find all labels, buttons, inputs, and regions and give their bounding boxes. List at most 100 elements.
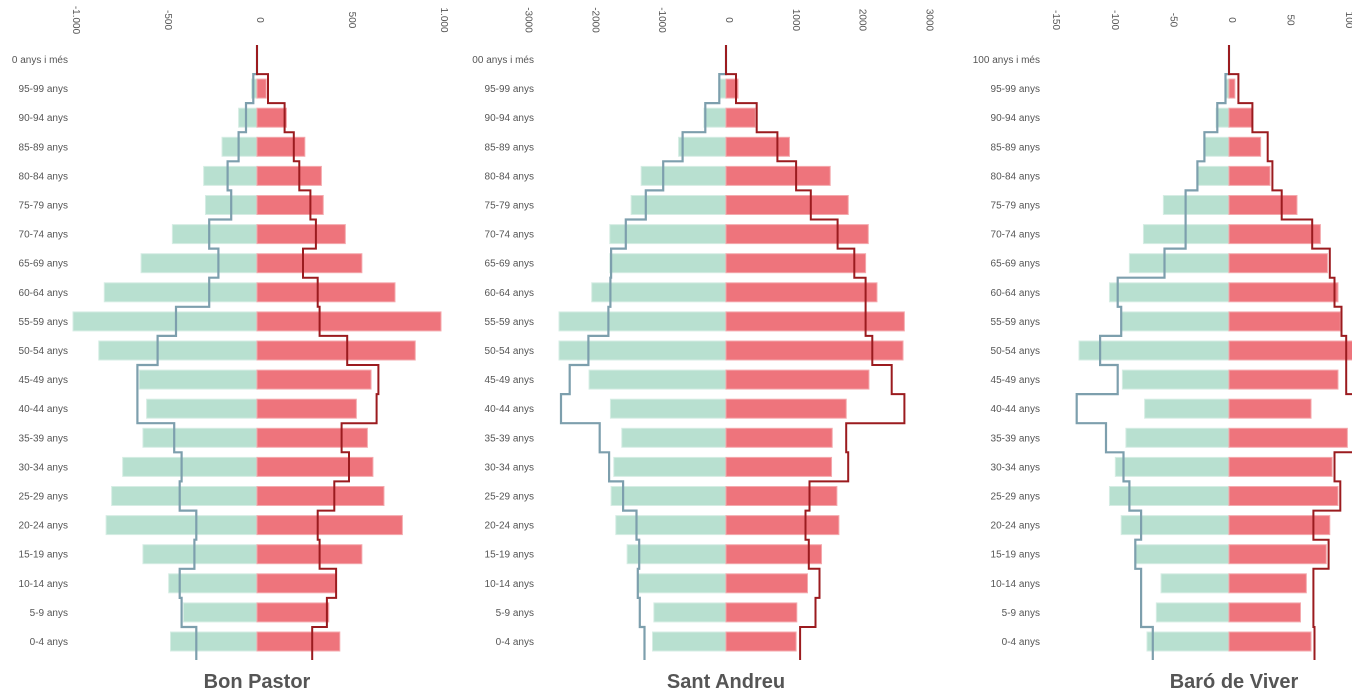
x-tick-label: -1000 <box>656 7 667 33</box>
age-group-label: 90-94 anys <box>19 113 68 124</box>
male-bar <box>1146 631 1230 652</box>
age-group-label: 35-39 anys <box>991 433 1040 444</box>
female-bar <box>725 311 905 332</box>
female-bar <box>725 456 833 477</box>
pyramid-baro-de-viver: -150 -100 -50 0 50 100 0-4 anys 5-9 anys 10-14 a… <box>973 10 1352 693</box>
female-bar <box>256 398 357 419</box>
male-bar <box>72 311 258 332</box>
age-group-label: 95-99 anys <box>485 84 534 95</box>
age-group-label: 0-4 anys <box>30 637 68 648</box>
female-bar <box>725 340 904 361</box>
female-bar <box>256 631 341 652</box>
age-group-label: 35-39 anys <box>19 433 68 444</box>
male-bar <box>1196 165 1230 186</box>
female-bar <box>725 224 869 245</box>
chart-title: Baró de Viver <box>1170 671 1299 693</box>
age-group-label: 5-9 anys <box>30 608 68 619</box>
age-group-label: 85-89 anys <box>991 142 1040 153</box>
male-bar <box>652 631 727 652</box>
age-group-label: 25-29 anys <box>485 492 534 503</box>
male-bar <box>1108 282 1230 303</box>
age-group-label: 10-14 anys <box>485 579 534 590</box>
male-bar <box>142 427 258 448</box>
female-reference-line <box>1228 45 1352 660</box>
age-group-label: 30-34 anys <box>19 462 68 473</box>
age-group-label: 80-84 anys <box>991 171 1040 182</box>
age-group-label: 25-29 anys <box>19 492 68 503</box>
x-tick-label: 2000 <box>857 9 868 32</box>
age-group-label: 70-74 anys <box>991 230 1040 241</box>
female-bar <box>256 456 374 477</box>
male-bar <box>609 253 727 274</box>
age-group-label: 50-54 anys <box>19 346 68 357</box>
female-bar <box>256 253 363 274</box>
age-group-label: 45-49 anys <box>485 375 534 386</box>
age-group-label: 25-29 anys <box>991 492 1040 503</box>
female-bar <box>256 486 385 506</box>
female-bar <box>725 631 797 652</box>
male-bar <box>588 369 727 390</box>
female-bar <box>256 224 346 245</box>
x-tick-label: 100 <box>1343 12 1352 29</box>
age-group-label: 35-39 anys <box>485 433 534 444</box>
age-group-label: 10-14 anys <box>19 579 68 590</box>
female-bar <box>256 340 416 361</box>
female-bar <box>725 515 840 536</box>
female-bar <box>725 282 878 303</box>
female-bar <box>1228 224 1321 245</box>
age-group-label: 75-79 anys <box>485 201 534 212</box>
female-bar <box>1228 515 1331 536</box>
female-bar <box>1228 486 1339 506</box>
male-bar <box>610 486 727 506</box>
x-tick-label: 0 <box>723 17 734 23</box>
female-bar <box>725 486 838 506</box>
male-bar <box>98 340 258 361</box>
age-group-label: 20-24 anys <box>485 521 534 532</box>
male-bar <box>1121 369 1230 390</box>
pyramid-sant-andreu: -3000 -2000 -1000 0 1000 2000 3000 0-4 anys 5-9 … <box>472 7 934 693</box>
male-bar <box>1160 573 1230 594</box>
chart-title: Sant Andreu <box>667 671 785 693</box>
age-group-label: 5-9 anys <box>496 608 534 619</box>
age-group-label: 40-44 anys <box>19 404 68 415</box>
male-bar <box>140 253 258 274</box>
age-group-label: 70-74 anys <box>485 230 534 241</box>
age-group-label: 0 anys i més <box>12 55 68 66</box>
female-bar <box>725 427 833 448</box>
female-bar <box>725 136 790 157</box>
female-bar <box>1228 602 1301 623</box>
female-bar <box>256 78 267 99</box>
male-bar <box>640 165 727 186</box>
male-bar <box>1144 398 1230 419</box>
age-group-label: 80-84 anys <box>485 171 534 182</box>
x-tick-label: -1.000 <box>70 6 81 35</box>
male-bar <box>122 456 258 477</box>
age-group-label: 100 anys i més <box>973 55 1040 66</box>
male-bar <box>146 398 258 419</box>
female-bar <box>256 311 442 332</box>
age-group-label: 90-94 anys <box>485 113 534 124</box>
male-bar <box>142 544 258 565</box>
x-tick-label: -150 <box>1050 10 1061 30</box>
age-group-label: 60-64 anys <box>19 288 68 299</box>
age-group-label: 55-59 anys <box>485 317 534 328</box>
male-bar <box>637 573 727 594</box>
age-group-label: 10-14 anys <box>991 579 1040 590</box>
female-bar <box>725 602 798 623</box>
age-group-label: 60-64 anys <box>485 288 534 299</box>
x-tick-label: 1.000 <box>438 7 449 32</box>
age-group-label: 55-59 anys <box>991 317 1040 328</box>
male-bar <box>1134 544 1230 565</box>
x-tick-label: -500 <box>162 10 173 30</box>
age-group-label: 30-34 anys <box>485 462 534 473</box>
female-bar <box>1228 340 1352 361</box>
age-group-label: 75-79 anys <box>991 201 1040 212</box>
female-bar <box>725 165 831 186</box>
male-bar <box>678 136 727 157</box>
age-group-label: 95-99 anys <box>19 84 68 95</box>
female-bar <box>725 107 756 128</box>
female-bar <box>256 602 330 623</box>
female-bar <box>1228 253 1328 274</box>
male-bar <box>182 602 258 623</box>
x-tick-label: 0 <box>1226 17 1237 23</box>
